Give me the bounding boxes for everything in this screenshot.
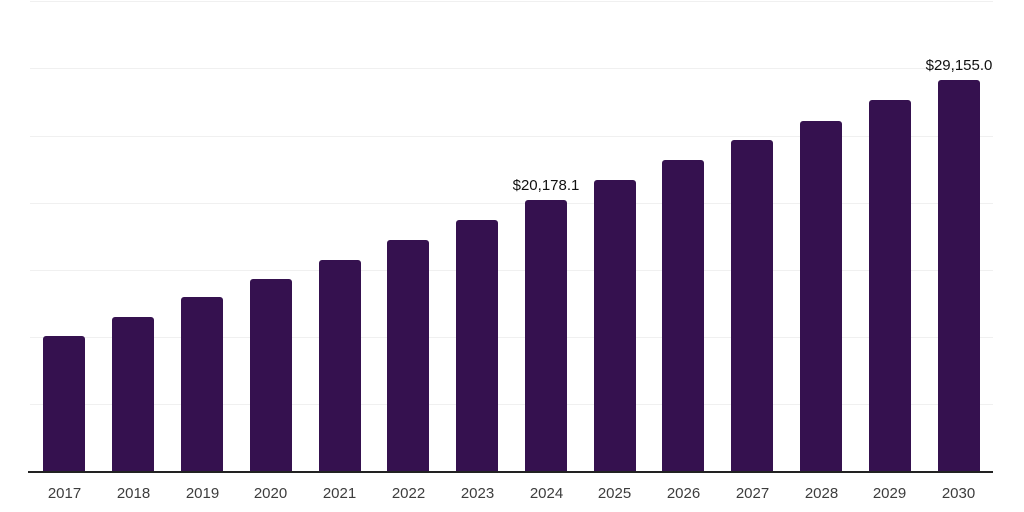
bar-2019	[181, 297, 223, 471]
bar-2020	[250, 279, 292, 471]
x-tick-label-2029: 2029	[872, 485, 907, 502]
x-tick-label-2028: 2028	[804, 485, 839, 502]
gridline-10000	[30, 337, 993, 338]
bar-2029	[869, 100, 911, 471]
bar-2026	[662, 160, 704, 471]
bar-2027	[731, 140, 773, 471]
gridline-25000	[30, 136, 993, 137]
x-tick-label-2030: 2030	[941, 485, 976, 502]
bar-2025	[594, 180, 636, 471]
bar-2017	[43, 336, 85, 471]
bar-2030	[938, 80, 980, 471]
x-tick-label-2022: 2022	[391, 485, 426, 502]
x-tick-label-2020: 2020	[253, 485, 288, 502]
gridline-30000	[30, 68, 993, 69]
gridline-15000	[30, 270, 993, 271]
bar-2024	[525, 200, 567, 471]
x-tick-label-2018: 2018	[116, 485, 151, 502]
bar-2028	[800, 121, 842, 471]
bar-2023	[456, 220, 498, 471]
gridline-20000	[30, 203, 993, 204]
x-tick-label-2027: 2027	[735, 485, 770, 502]
x-tick-label-2026: 2026	[666, 485, 701, 502]
bar-2018	[112, 317, 154, 471]
x-tick-label-2017: 2017	[47, 485, 82, 502]
x-tick-label-2019: 2019	[185, 485, 220, 502]
x-tick-label-2023: 2023	[460, 485, 495, 502]
x-tick-label-2021: 2021	[322, 485, 357, 502]
data-label-2030: $29,155.0	[925, 57, 993, 74]
bar-2022	[387, 240, 429, 471]
x-tick-label-2024: 2024	[529, 485, 564, 502]
x-tick-label-2025: 2025	[597, 485, 632, 502]
data-label-2024: $20,178.1	[512, 177, 580, 194]
gridline-5000	[30, 404, 993, 405]
gridline-35000	[30, 1, 993, 2]
x-axis-line	[28, 471, 993, 473]
bar-2021	[319, 260, 361, 471]
